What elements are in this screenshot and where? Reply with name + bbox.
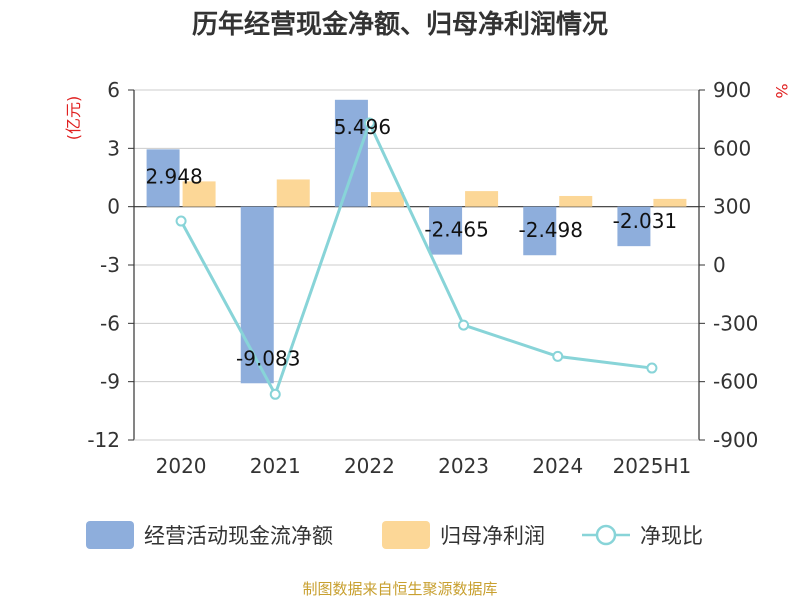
left-tick-label: -3	[100, 253, 120, 277]
ratio-point	[175, 215, 187, 227]
bar-cashflow	[523, 206, 557, 256]
gridlines	[134, 89, 699, 441]
data-label-cashflow: -2.031	[613, 209, 677, 233]
right-tick-label: 0	[713, 253, 726, 277]
x-tick-label: 2020	[156, 454, 207, 478]
legend: 经营活动现金流净额 归母净利润 净现比	[86, 521, 703, 549]
data-label-cashflow: -2.498	[519, 218, 583, 242]
left-tick-label: 3	[107, 136, 120, 160]
right-tick-label: -300	[713, 311, 758, 335]
right-tick-label: 300	[713, 195, 751, 219]
bar-cashflow	[334, 99, 368, 207]
x-tick-label: 2023	[438, 454, 489, 478]
bar-net-profit	[559, 195, 593, 207]
ratio-point	[646, 362, 658, 374]
left-tick-label: -9	[100, 370, 120, 394]
right-tick-label: -900	[713, 428, 758, 452]
left-tick-label: 0	[107, 195, 120, 219]
bar-net-profit	[370, 192, 404, 207]
right-tick-label: -600	[713, 370, 758, 394]
x-tick-label: 2022	[344, 454, 395, 478]
chart-title: 历年经营现金净额、归母净利润情况	[192, 9, 608, 40]
legend-marker-ratio	[595, 524, 617, 546]
ratio-point	[363, 117, 375, 129]
ratio-line	[175, 117, 658, 400]
legend-swatch-net-profit	[382, 521, 430, 549]
x-tick-label: 2024	[532, 454, 583, 478]
ratio-polyline	[179, 119, 653, 399]
left-axis-unit: (亿元)	[64, 96, 83, 141]
left-tick-label: -12	[87, 428, 120, 452]
legend-swatch-cashflow	[86, 521, 134, 549]
x-axis-ticks: 2020 2021 2022 2023 2024 2025H1	[156, 454, 692, 478]
bar-net-profit	[465, 191, 499, 207]
right-tick-label: 900	[713, 78, 751, 102]
data-labels: 2.948 -9.083 5.496 -2.465 -2.498 -2.031	[145, 115, 677, 370]
bars	[146, 99, 687, 384]
legend-label-ratio: 净现比	[640, 524, 703, 548]
source-note: 制图数据来自恒生聚源数据库	[302, 580, 497, 598]
bar-net-profit	[182, 181, 216, 207]
left-axis-ticks: 6 3 0 -3 -6 -9 -12	[87, 78, 134, 452]
right-axis-unit: %	[772, 83, 791, 98]
legend-label-net-profit: 归母净利润	[440, 524, 545, 548]
data-label-cashflow: -9.083	[236, 346, 300, 370]
legend-label-cashflow: 经营活动现金流净额	[144, 524, 333, 548]
data-label-cashflow: 5.496	[334, 115, 391, 139]
ratio-point	[269, 388, 281, 400]
x-tick-label: 2025H1	[613, 454, 692, 478]
bar-net-profit	[276, 179, 310, 207]
right-axis-ticks: 900 600 300 0 -300 -600 -900	[699, 78, 758, 452]
left-tick-label: -6	[100, 311, 120, 335]
axes	[133, 90, 700, 441]
bar-cashflow	[146, 149, 180, 207]
data-label-cashflow: -2.465	[424, 218, 488, 242]
bar-cashflow	[240, 206, 274, 384]
x-tick-label: 2021	[250, 454, 301, 478]
right-tick-label: 600	[713, 136, 751, 160]
bar-cashflow	[429, 206, 463, 255]
ratio-point	[458, 319, 470, 331]
bar-cashflow	[617, 206, 651, 247]
left-tick-label: 6	[107, 78, 120, 102]
ratio-point	[552, 350, 564, 362]
data-label-cashflow: 2.948	[145, 164, 202, 188]
bar-net-profit	[653, 198, 687, 207]
